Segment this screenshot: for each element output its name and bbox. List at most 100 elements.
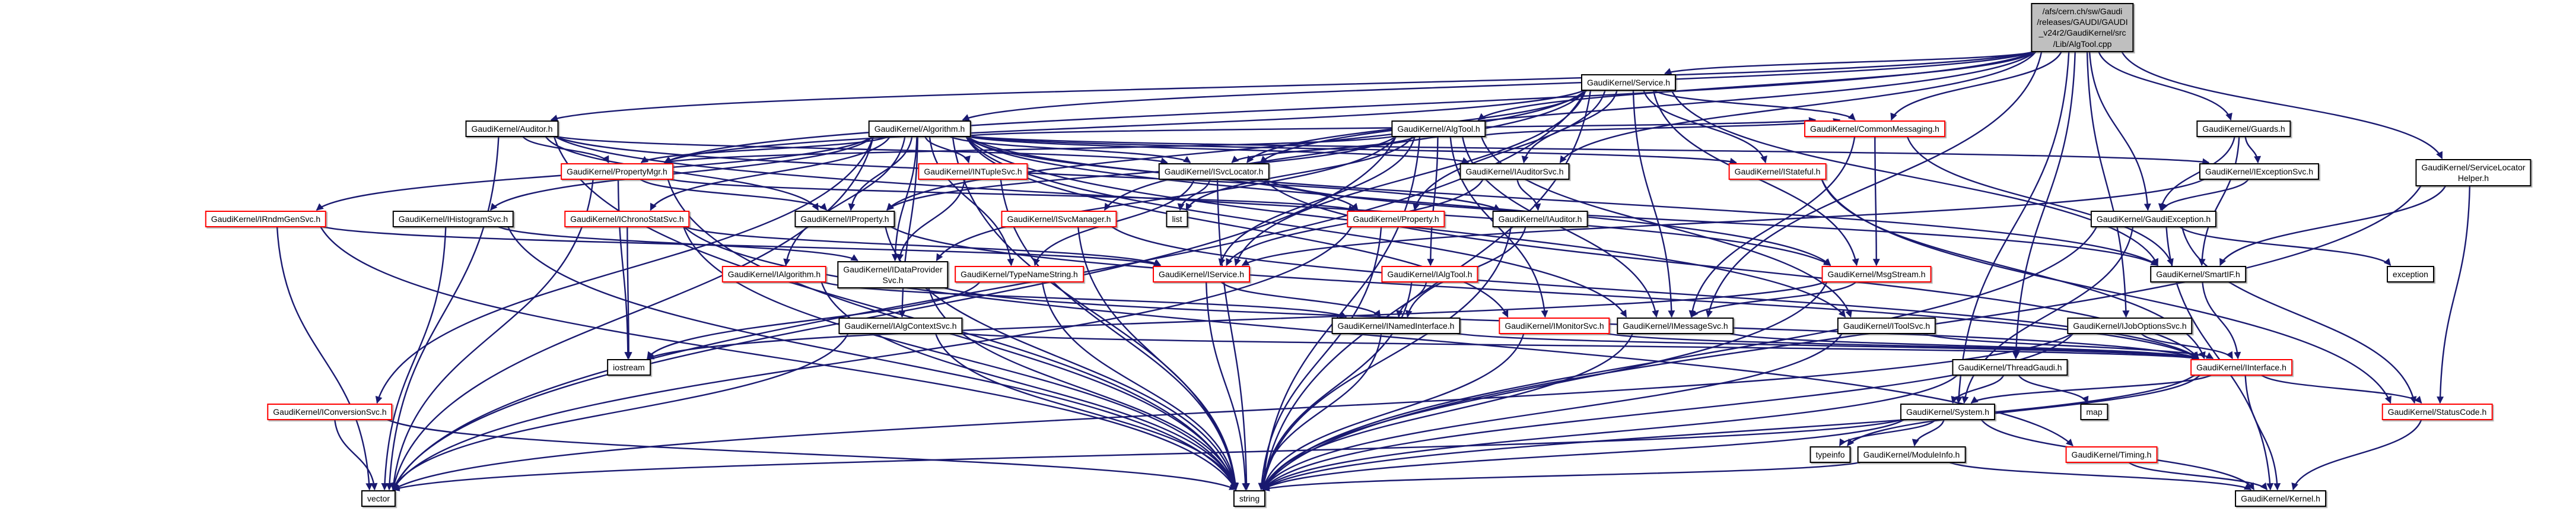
graph-node-ialgcontextsvc[interactable]: GaudiKernel/IAlgContextSvc.h bbox=[838, 318, 963, 335]
node-label-line: GaudiKernel/ModuleInfo.h bbox=[1863, 450, 1960, 459]
node-label-line: Helper.h bbox=[2457, 173, 2489, 183]
graph-node-ialgtool[interactable]: GaudiKernel/IAlgTool.h bbox=[1381, 266, 1478, 283]
node-label-line: GaudiKernel/IProperty.h bbox=[800, 214, 889, 224]
node-label-line: GaudiKernel/MsgStream.h bbox=[1827, 269, 1926, 279]
graph-node-guards[interactable]: GaudiKernel/Guards.h bbox=[2196, 120, 2291, 138]
include-edge-msgstream-to-imessagesvc bbox=[1691, 281, 1858, 318]
graph-node-ihistogramsvc[interactable]: GaudiKernel/IHistogramSvc.h bbox=[392, 211, 514, 228]
graph-node-iproperty[interactable]: GaudiKernel/IProperty.h bbox=[794, 211, 895, 228]
graph-node-string[interactable]: string bbox=[1233, 490, 1266, 507]
graph-node-iauditorsvc[interactable]: GaudiKernel/IAuditorSvc.h bbox=[1459, 163, 1570, 180]
include-edge-root-to-ijoboptionssvc bbox=[2086, 50, 2130, 318]
graph-node-iinterface[interactable]: GaudiKernel/IInterface.h bbox=[2190, 359, 2292, 376]
graph-node-ichronostatsvc[interactable]: GaudiKernel/IChronoStatSvc.h bbox=[564, 211, 690, 228]
graph-node-commonmessaging[interactable]: GaudiKernel/CommonMessaging.h bbox=[1804, 120, 1945, 138]
graph-node-gaudiexception[interactable]: GaudiKernel/GaudiException.h bbox=[2090, 211, 2217, 228]
include-edge-service-to-imessagesvc bbox=[1632, 89, 1675, 318]
graph-node-intuplesvc[interactable]: GaudiKernel/INTupleSvc.h bbox=[918, 163, 1028, 180]
graph-node-iexceptionsvc[interactable]: GaudiKernel/IExceptionSvc.h bbox=[2199, 163, 2320, 180]
graph-node-itoolsvc[interactable]: GaudiKernel/IToolSvc.h bbox=[1837, 318, 1936, 335]
include-edge-property-to-vector bbox=[392, 226, 1353, 491]
graph-node-imessagesvc[interactable]: GaudiKernel/IMessageSvc.h bbox=[1617, 318, 1734, 335]
include-edge-algorithm-to-istateful bbox=[965, 135, 1737, 165]
graph-node-vector[interactable]: vector bbox=[361, 490, 396, 507]
graph-node-algorithm[interactable]: GaudiKernel/Algorithm.h bbox=[868, 120, 971, 138]
include-edge-gaudiexception-to-statuscode bbox=[2181, 226, 2417, 404]
include-edge-inamedinterface-to-string bbox=[1258, 332, 1382, 491]
graph-node-threadgaudi[interactable]: GaudiKernel/ThreadGaudi.h bbox=[1952, 359, 2068, 376]
graph-node-servicelocatorhelper[interactable]: GaudiKernel/ServiceLocator Helper.h bbox=[2415, 159, 2532, 187]
node-label-line: GaudiKernel/System.h bbox=[1906, 407, 1990, 417]
node-label-line: string bbox=[1239, 494, 1260, 503]
include-edge-imonitorsvc-to-string bbox=[1261, 332, 1525, 491]
include-edge-irndmgensvc-to-iservice bbox=[320, 225, 1162, 267]
include-edge-propertymgr-to-property bbox=[667, 177, 1356, 212]
node-label-line: GaudiKernel/IConversionSvc.h bbox=[273, 407, 387, 417]
include-edge-typenamestring-to-string bbox=[1041, 281, 1239, 491]
graph-node-statuscode[interactable]: GaudiKernel/StatusCode.h bbox=[2381, 404, 2493, 421]
graph-node-moduleinfo[interactable]: GaudiKernel/ModuleInfo.h bbox=[1857, 446, 1966, 464]
graph-node-kernel[interactable]: GaudiKernel/Kernel.h bbox=[2235, 490, 2326, 507]
include-edge-ialgcontextsvc-to-iinterface bbox=[956, 332, 2199, 361]
graph-node-idataprovidersvc[interactable]: GaudiKernel/IDataProvider Svc.h bbox=[837, 261, 949, 289]
include-edge-algtool_h-to-ialgtool bbox=[1427, 135, 1439, 266]
include-edge-service-to-iservice bbox=[1234, 89, 1587, 266]
graph-node-istateful[interactable]: GaudiKernel/IStateful.h bbox=[1728, 163, 1827, 180]
include-edge-guards-to-smartif bbox=[2198, 135, 2240, 266]
graph-node-smartif[interactable]: GaudiKernel/SmartIF.h bbox=[2150, 266, 2246, 283]
include-edge-servicelocatorhelper-to-string bbox=[1262, 185, 2422, 491]
graph-node-auditor[interactable]: GaudiKernel/Auditor.h bbox=[465, 120, 559, 138]
include-edge-iservice-to-inamedinterface bbox=[1220, 281, 1381, 318]
include-edge-irndmgensvc-to-vector bbox=[276, 226, 373, 491]
graph-node-iostream[interactable]: iostream bbox=[607, 359, 651, 376]
graph-node-isvclocator[interactable]: GaudiKernel/ISvcLocator.h bbox=[1158, 163, 1270, 180]
include-edge-intuplesvc-to-string bbox=[1000, 178, 1239, 491]
include-edge-ialgcontextsvc-to-string bbox=[934, 332, 1238, 491]
graph-node-system[interactable]: GaudiKernel/System.h bbox=[1900, 404, 1996, 421]
include-edge-commonmessaging-to-msgstream bbox=[1872, 135, 1880, 266]
graph-node-timing[interactable]: GaudiKernel/Timing.h bbox=[2065, 446, 2158, 464]
include-edge-root-to-threadgaudi bbox=[2012, 50, 2076, 360]
node-label-line: GaudiKernel/Service.h bbox=[1586, 78, 1671, 87]
graph-node-map[interactable]: map bbox=[2080, 404, 2108, 421]
include-edge-imessagesvc-to-string bbox=[1261, 332, 1634, 491]
graph-node-iconversionsvc[interactable]: GaudiKernel/IConversionSvc.h bbox=[267, 404, 393, 421]
node-label-line: GaudiKernel/INamedInterface.h bbox=[1337, 321, 1455, 331]
graph-node-algtool_h[interactable]: GaudiKernel/AlgTool.h bbox=[1391, 120, 1486, 138]
graph-node-isvcmanager[interactable]: GaudiKernel/ISvcManager.h bbox=[1001, 211, 1117, 228]
node-label-line: /releases/GAUDI/GAUDI bbox=[2037, 17, 2128, 27]
include-edge-intuplesvc-to-idataprovidersvc bbox=[896, 178, 966, 262]
graph-node-inamedinterface[interactable]: GaudiKernel/INamedInterface.h bbox=[1331, 318, 1461, 335]
include-edge-root-to-service bbox=[1664, 50, 2037, 75]
include-edge-system-to-vector bbox=[392, 418, 1906, 491]
graph-node-exception[interactable]: exception bbox=[2387, 266, 2434, 283]
graph-node-property[interactable]: GaudiKernel/Property.h bbox=[1347, 211, 1445, 228]
include-edge-itoolsvc-to-iinterface bbox=[1922, 332, 2214, 360]
include-edge-algtool_h-to-iproperty bbox=[886, 135, 1397, 211]
graph-node-ialgorithm[interactable]: GaudiKernel/IAlgorithm.h bbox=[721, 266, 827, 283]
include-edge-property-to-string bbox=[1258, 226, 1382, 491]
include-edge-gaudiexception-to-string bbox=[1262, 226, 2098, 491]
graph-node-ijoboptionssvc[interactable]: GaudiKernel/IJobOptionsSvc.h bbox=[2067, 318, 2193, 335]
graph-node-iservice[interactable]: GaudiKernel/IService.h bbox=[1153, 266, 1250, 283]
graph-node-service[interactable]: GaudiKernel/Service.h bbox=[1580, 74, 1677, 91]
graph-node-propertymgr[interactable]: GaudiKernel/PropertyMgr.h bbox=[561, 163, 673, 180]
node-label-line: GaudiKernel/ISvcManager.h bbox=[1007, 214, 1111, 224]
include-edge-gaudiexception-to-exception bbox=[2179, 226, 2391, 266]
graph-node-iauditor[interactable]: GaudiKernel/IAuditor.h bbox=[1492, 211, 1588, 228]
graph-node-typenamestring[interactable]: GaudiKernel/TypeNameString.h bbox=[955, 266, 1084, 283]
graph-node-typeinfo[interactable]: typeinfo bbox=[1809, 446, 1851, 464]
include-edge-service-to-smartif bbox=[1670, 89, 2159, 266]
include-edge-algorithm-to-ialgorithm bbox=[783, 135, 906, 266]
include-edge-root-to-servicelocatorhelper bbox=[2120, 50, 2443, 160]
graph-node-imonitorsvc[interactable]: GaudiKernel/IMonitorSvc.h bbox=[1499, 318, 1610, 335]
include-edge-system-to-string bbox=[1262, 418, 1906, 490]
graph-node-msgstream[interactable]: GaudiKernel/MsgStream.h bbox=[1821, 266, 1932, 283]
node-label-line: GaudiKernel/IAlgorithm.h bbox=[727, 269, 821, 279]
graph-node-irndmgensvc[interactable]: GaudiKernel/IRndmGenSvc.h bbox=[205, 211, 327, 228]
include-edge-root-to-iauditorsvc bbox=[1559, 50, 2037, 163]
node-label-line: GaudiKernel/Property.h bbox=[1353, 214, 1439, 224]
node-label-line: vector bbox=[367, 494, 390, 503]
graph-node-list[interactable]: list bbox=[1166, 211, 1188, 228]
include-edge-algorithm-to-iconversionsvc bbox=[375, 135, 874, 404]
